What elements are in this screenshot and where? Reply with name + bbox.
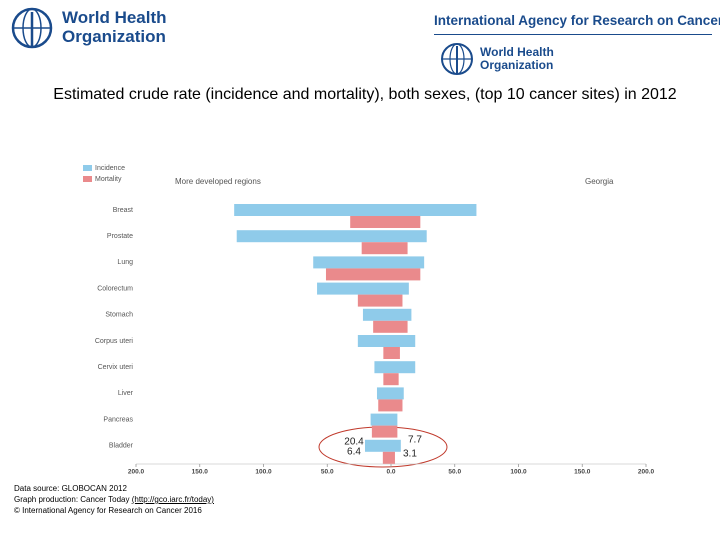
panel-title: More developed regions [175, 177, 261, 186]
bar [391, 425, 398, 438]
rule [434, 34, 712, 35]
legend-swatch [83, 176, 92, 182]
bar [313, 256, 391, 269]
footer-line: Graph production: Cancer Today (http://g… [14, 494, 214, 505]
bar [391, 282, 409, 295]
bar [371, 425, 391, 438]
value-label: 3.1 [403, 448, 417, 459]
who-name: World Health Organization [62, 8, 167, 46]
category-label: Liver [118, 390, 134, 397]
footer-line: Data source: GLOBOCAN 2012 [14, 484, 127, 493]
bar [391, 242, 408, 255]
category-label: Colorectum [97, 285, 133, 292]
category-label: Stomach [105, 312, 133, 319]
legend-label: Incidence [95, 165, 125, 172]
value-label: 7.7 [408, 434, 422, 445]
value-label: 20.4 [344, 436, 364, 447]
who-emblem [11, 7, 53, 49]
bar [325, 268, 391, 281]
bar [391, 399, 403, 412]
x-tick-label: 0.0 [386, 469, 395, 476]
category-label: Lung [117, 259, 133, 266]
bar [391, 268, 421, 281]
x-tick-label: 150.0 [574, 469, 591, 476]
bar [361, 242, 391, 255]
who-name: World Health Organization [480, 46, 554, 72]
legend-label: Mortality [95, 176, 122, 183]
category-label: Cervix uteri [98, 364, 134, 371]
who-line: Organization [480, 58, 554, 72]
bar [382, 451, 391, 464]
x-tick-label: 50.0 [448, 469, 461, 476]
bar [391, 451, 395, 464]
footer-text: Graph production: Cancer Today [14, 495, 130, 504]
category-label: Corpus uteri [95, 338, 134, 345]
bar [373, 320, 391, 333]
footer-link[interactable]: (http://gco.iarc.fr/today) [131, 495, 214, 504]
bar [383, 373, 391, 386]
bar [376, 387, 391, 400]
who-line: Organization [62, 27, 166, 46]
chart-title: Estimated crude rate (incidence and mort… [53, 86, 677, 103]
bar [317, 282, 391, 295]
bar [391, 373, 399, 386]
x-tick-label: 50.0 [321, 469, 334, 476]
iarc-name: International Agency for Research on Can… [434, 13, 720, 28]
bar [357, 294, 391, 307]
bar [234, 204, 391, 216]
bar [391, 413, 398, 426]
x-tick-label: 100.0 [510, 469, 527, 476]
bar [370, 413, 391, 426]
bar [391, 439, 401, 452]
panel-title: Georgia [585, 177, 614, 186]
who-emblem [441, 43, 473, 75]
bar [391, 387, 404, 400]
bar [391, 347, 400, 359]
bar [391, 256, 425, 269]
category-label: Pancreas [103, 416, 133, 423]
category-label: Prostate [107, 233, 133, 240]
bar [391, 216, 421, 228]
bar [391, 230, 427, 243]
bar [357, 335, 391, 347]
bar [391, 204, 477, 216]
value-label: 6.4 [347, 446, 361, 457]
bar [362, 308, 391, 321]
who-line: World Health [62, 8, 167, 27]
legend-swatch [83, 165, 92, 171]
category-label: Breast [113, 207, 133, 214]
x-tick-label: 200.0 [638, 469, 655, 476]
x-tick-label: 200.0 [128, 469, 145, 476]
x-tick-label: 150.0 [192, 469, 209, 476]
bar [391, 361, 416, 374]
bar [391, 308, 412, 321]
footer-line: © International Agency for Research on C… [14, 506, 202, 515]
x-tick-label: 100.0 [255, 469, 272, 476]
who-line: World Health [480, 45, 554, 59]
bar [374, 361, 391, 374]
bar [383, 347, 391, 359]
bar [391, 320, 408, 333]
category-label: Bladder [109, 443, 134, 450]
bar [378, 399, 391, 412]
bar [364, 439, 391, 452]
bar [350, 216, 391, 228]
footer: Data source: GLOBOCAN 2012 Graph product… [14, 483, 214, 516]
bar [236, 230, 391, 243]
bar [391, 294, 403, 307]
bar [391, 335, 416, 347]
